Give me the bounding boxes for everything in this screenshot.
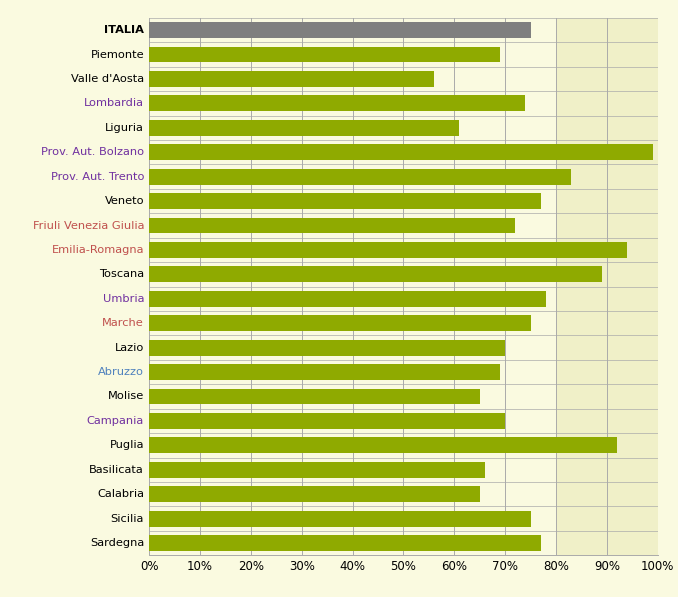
Bar xyxy=(149,242,627,258)
Bar xyxy=(149,315,530,331)
Bar xyxy=(149,217,515,233)
Bar xyxy=(149,510,530,527)
Bar xyxy=(149,266,602,282)
Bar xyxy=(556,18,658,555)
Bar xyxy=(149,169,571,184)
Bar xyxy=(149,340,505,356)
Bar xyxy=(149,389,480,404)
Text: Campania: Campania xyxy=(87,416,144,426)
Bar xyxy=(149,291,546,307)
Text: Prov. Aut. Bolzano: Prov. Aut. Bolzano xyxy=(41,147,144,157)
Text: ITALIA: ITALIA xyxy=(104,25,144,35)
Text: Veneto: Veneto xyxy=(104,196,144,206)
Bar xyxy=(149,535,541,551)
Bar xyxy=(149,364,500,380)
Bar xyxy=(149,462,485,478)
Text: Sardegna: Sardegna xyxy=(89,538,144,548)
Text: Marche: Marche xyxy=(102,318,144,328)
Text: Abruzzo: Abruzzo xyxy=(98,367,144,377)
Bar xyxy=(149,96,525,111)
Text: Calabria: Calabria xyxy=(97,489,144,499)
Text: Molise: Molise xyxy=(108,392,144,401)
Text: Emilia-Romagna: Emilia-Romagna xyxy=(52,245,144,255)
Bar xyxy=(149,438,617,453)
Bar xyxy=(149,22,530,38)
Text: Valle d'Aosta: Valle d'Aosta xyxy=(71,74,144,84)
Text: Toscana: Toscana xyxy=(99,269,144,279)
Bar xyxy=(149,120,460,136)
Text: Lombardia: Lombardia xyxy=(84,99,144,109)
Bar xyxy=(149,413,505,429)
Text: Friuli Venezia Giulia: Friuli Venezia Giulia xyxy=(33,220,144,230)
Text: Basilicata: Basilicata xyxy=(89,464,144,475)
Bar xyxy=(149,144,652,160)
Text: Liguria: Liguria xyxy=(105,123,144,133)
Text: Prov. Aut. Trento: Prov. Aut. Trento xyxy=(51,172,144,181)
Bar xyxy=(149,71,434,87)
Bar xyxy=(149,193,541,209)
Bar xyxy=(149,47,500,63)
Text: Sicilia: Sicilia xyxy=(111,513,144,524)
Text: Piemonte: Piemonte xyxy=(90,50,144,60)
Bar xyxy=(149,486,480,502)
Text: Umbria: Umbria xyxy=(102,294,144,304)
Text: Lazio: Lazio xyxy=(115,343,144,353)
Text: Puglia: Puglia xyxy=(110,441,144,450)
